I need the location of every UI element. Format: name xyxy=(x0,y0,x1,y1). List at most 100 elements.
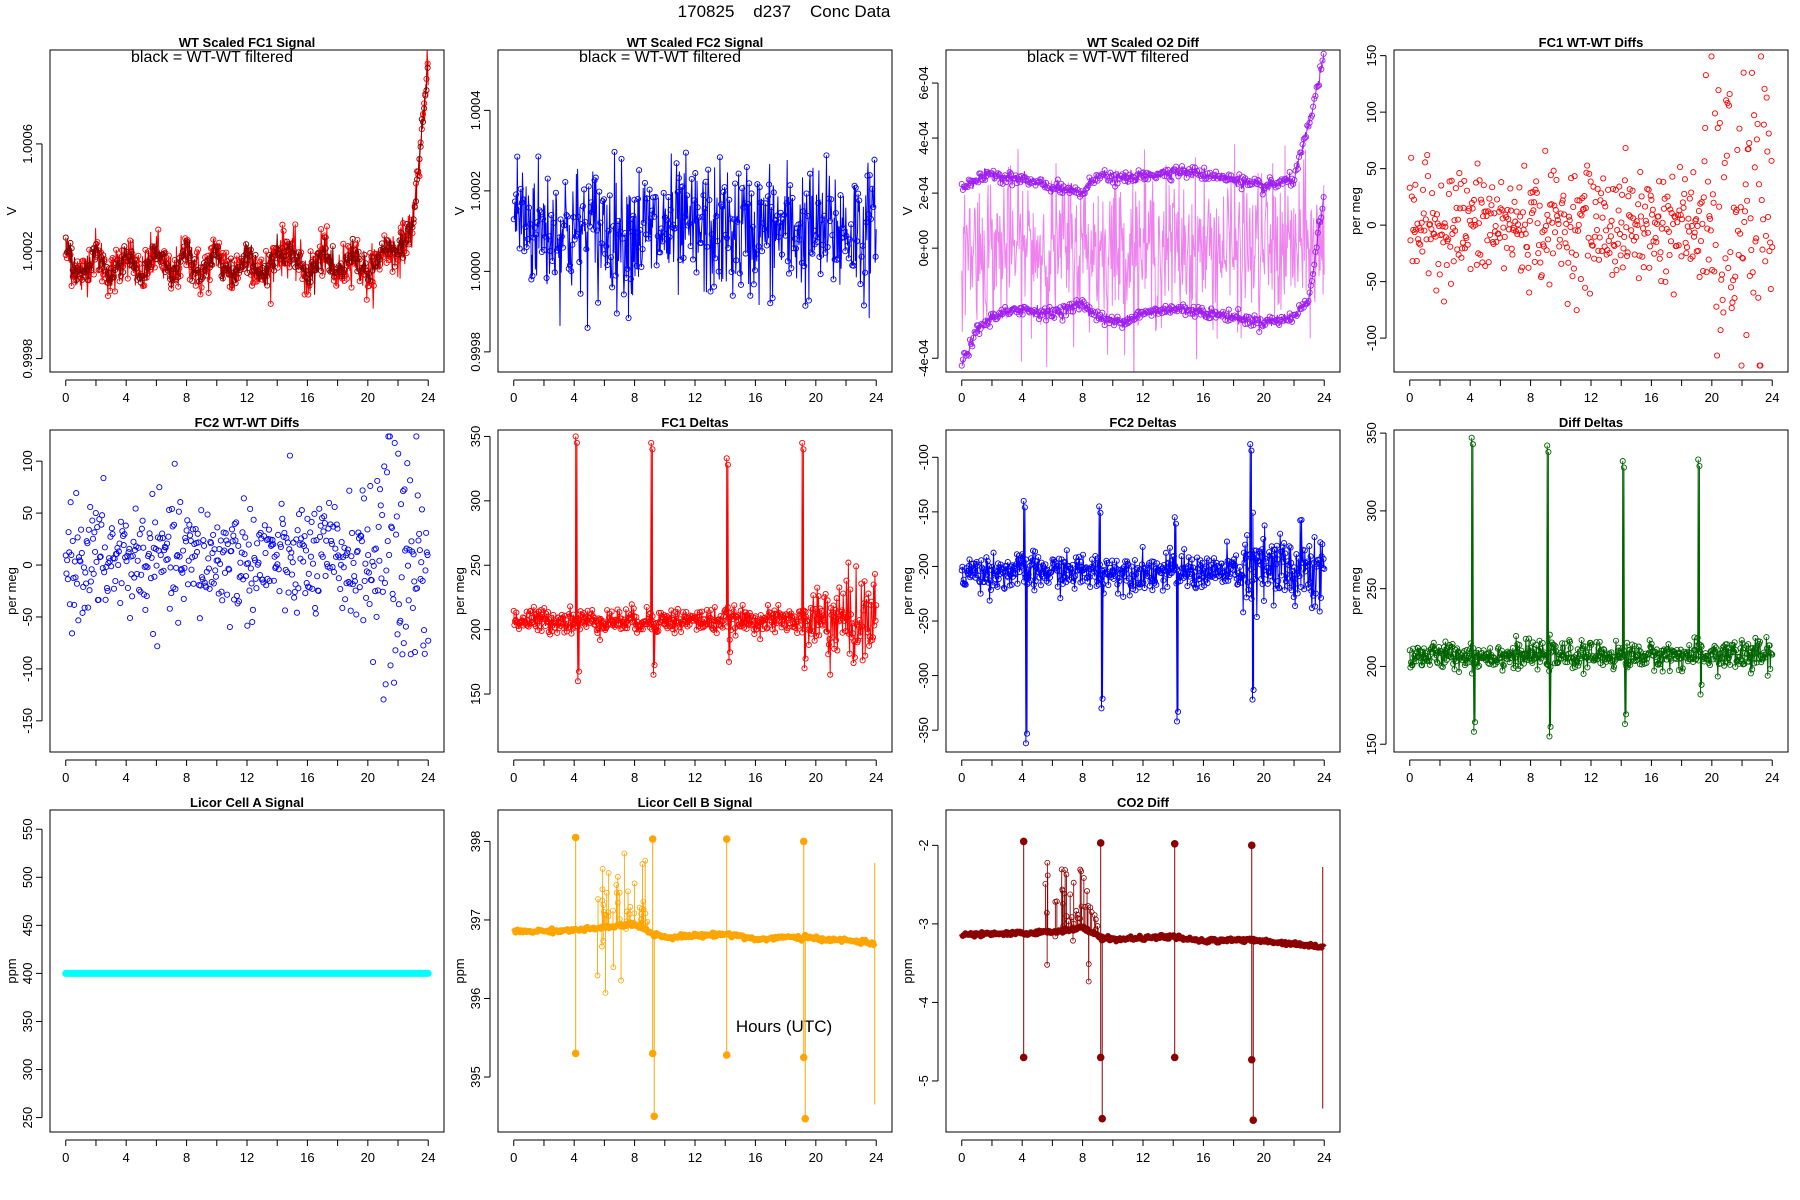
data-point xyxy=(377,502,384,509)
data-point xyxy=(1417,227,1424,234)
data-point xyxy=(339,604,346,612)
data-point xyxy=(177,499,184,506)
data-point xyxy=(822,249,829,256)
data-point xyxy=(753,626,760,633)
data-point xyxy=(160,567,167,574)
data-point xyxy=(1301,547,1308,554)
data-point xyxy=(1609,271,1616,278)
data-point xyxy=(1455,668,1463,676)
data-point xyxy=(684,192,691,199)
data-point xyxy=(863,596,870,603)
data-point xyxy=(545,609,552,616)
data-point xyxy=(1556,243,1563,250)
data-point xyxy=(1048,569,1055,576)
data-point xyxy=(632,229,639,236)
data-point xyxy=(1098,935,1107,944)
data-point xyxy=(136,531,143,538)
data-point xyxy=(865,590,872,597)
data-point xyxy=(1140,579,1147,586)
data-point xyxy=(860,302,867,309)
data-point xyxy=(252,251,259,259)
data-point xyxy=(328,537,335,544)
data-point xyxy=(285,247,292,254)
data-point xyxy=(1468,434,1475,441)
data-point xyxy=(422,567,429,574)
data-point xyxy=(1535,250,1542,257)
data-point xyxy=(574,620,582,627)
data-point xyxy=(302,547,310,554)
data-point xyxy=(1244,320,1251,327)
data-point xyxy=(197,291,204,298)
data-point xyxy=(653,620,660,627)
data-point xyxy=(743,164,750,171)
data-point xyxy=(642,857,649,864)
data-point xyxy=(853,238,860,245)
data-point xyxy=(745,621,752,628)
data-point xyxy=(1691,229,1698,236)
data-point xyxy=(351,247,359,254)
data-point xyxy=(1057,595,1064,602)
data-point xyxy=(1164,583,1171,590)
data-point xyxy=(1119,171,1126,178)
chart-title: FC1 Deltas xyxy=(661,415,728,430)
data-point xyxy=(802,302,809,309)
data-point xyxy=(400,254,407,261)
data-point xyxy=(725,658,733,665)
data-point xyxy=(734,218,741,225)
x-tick-label: 20 xyxy=(361,390,375,405)
x-tick-label: 20 xyxy=(1257,390,1271,405)
data-point xyxy=(576,626,583,633)
data-point xyxy=(1581,193,1588,200)
data-point xyxy=(1755,294,1762,301)
data-point xyxy=(847,611,855,618)
data-point xyxy=(1424,173,1431,180)
data-point xyxy=(538,627,545,635)
data-point xyxy=(1615,207,1622,214)
data-point xyxy=(393,513,400,520)
data-point xyxy=(1199,559,1206,566)
data-point xyxy=(842,248,849,255)
data-point xyxy=(176,553,183,560)
data-point xyxy=(529,619,536,626)
data-point xyxy=(1745,145,1752,153)
data-point xyxy=(66,601,74,608)
data-point xyxy=(293,536,300,543)
x-axis: 0 4 8 12 16 20 24 xyxy=(958,1139,1331,1165)
data-point xyxy=(307,553,314,560)
data-point xyxy=(290,539,297,546)
data-point xyxy=(1109,318,1116,325)
data-point xyxy=(1612,637,1620,644)
data-point xyxy=(278,500,285,507)
data-point xyxy=(84,276,92,284)
data-point xyxy=(850,262,857,269)
data-point xyxy=(727,610,734,617)
data-point xyxy=(1485,259,1492,266)
data-point xyxy=(1751,645,1758,652)
data-point xyxy=(1742,645,1749,652)
data-point xyxy=(1261,522,1268,529)
data-point xyxy=(1161,173,1168,180)
data-point xyxy=(1004,573,1011,580)
data-point xyxy=(1640,264,1647,271)
data-point xyxy=(203,272,210,279)
data-point xyxy=(1209,172,1216,179)
y-axis-label: per meg xyxy=(4,567,19,615)
data-point xyxy=(1726,652,1733,659)
data-point xyxy=(870,204,877,211)
data-point xyxy=(376,256,383,263)
data-point xyxy=(1704,178,1712,185)
data-point xyxy=(150,630,157,638)
data-point xyxy=(267,300,274,307)
data-point xyxy=(688,175,695,183)
data-point xyxy=(424,551,431,559)
data-point xyxy=(207,260,215,268)
data-point xyxy=(850,659,857,667)
data-point xyxy=(627,275,634,283)
data-point xyxy=(416,530,423,537)
data-point xyxy=(1469,205,1476,212)
data-point xyxy=(543,610,550,617)
data-point xyxy=(400,640,407,647)
y-tick-label: 1.0000 xyxy=(468,251,483,291)
data-point xyxy=(1654,660,1661,668)
data-point xyxy=(240,253,247,260)
